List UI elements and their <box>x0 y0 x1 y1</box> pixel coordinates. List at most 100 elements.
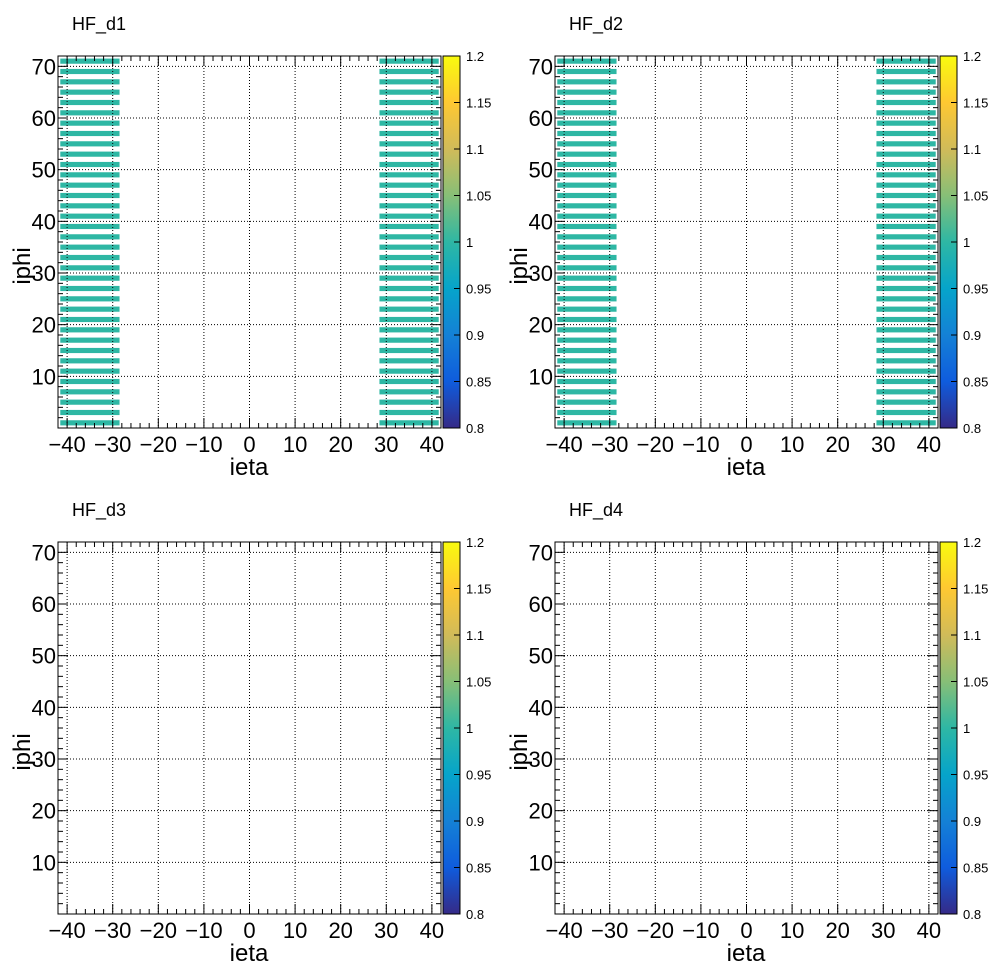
x-tick-label: −20 <box>140 432 177 457</box>
heatmap-cell <box>379 161 439 168</box>
y-tick-label: 50 <box>32 158 56 183</box>
color-bar-label: 0.9 <box>466 328 484 343</box>
heatmap-cell <box>876 306 936 312</box>
heatmap-cell <box>557 99 617 106</box>
heatmap-cell <box>876 89 936 95</box>
heatmap-cell <box>60 368 120 374</box>
y-tick-label: 10 <box>32 364 56 389</box>
y-tick-label: 40 <box>32 209 56 234</box>
color-bar-label: 0.9 <box>963 814 981 829</box>
heatmap-cell <box>557 120 617 126</box>
color-bar-label: 1.05 <box>466 189 491 204</box>
y-tick-label: 30 <box>32 747 56 772</box>
heatmap-cell <box>379 234 439 240</box>
heatmap-cell <box>60 327 120 333</box>
heatmap-cell <box>60 192 120 199</box>
color-bar-label: 1.1 <box>466 142 484 157</box>
heatmap-cell <box>60 234 120 240</box>
heatmap-cell <box>876 192 936 199</box>
heatmap-cell <box>60 151 120 157</box>
heatmap-cell <box>379 182 439 188</box>
heatmap-cell <box>379 213 439 219</box>
color-bar-label: 0.8 <box>466 421 484 436</box>
heatmap-cell <box>876 327 936 333</box>
x-axis-label: ieta <box>230 940 269 967</box>
color-bar-label: 1.15 <box>963 582 988 597</box>
heatmap-cell <box>876 120 936 126</box>
x-tick-label: 40 <box>420 918 444 943</box>
heatmap-cell <box>379 285 439 292</box>
heatmap-cell <box>557 130 617 137</box>
heatmap-cell <box>379 172 439 178</box>
heatmap-cell <box>379 368 439 374</box>
heatmap-cell <box>876 234 936 240</box>
color-bar-label: 1.1 <box>466 628 484 643</box>
heatmap-cell <box>60 223 120 230</box>
heatmap-cell <box>60 182 120 188</box>
x-tick-label: 20 <box>825 918 849 943</box>
x-tick-label: −30 <box>591 918 628 943</box>
heatmap-cell <box>379 420 439 426</box>
x-tick-label: 0 <box>740 918 752 943</box>
heatmap-cell <box>557 141 617 147</box>
heatmap-cell <box>557 79 617 85</box>
heatmap-cell <box>379 192 439 199</box>
x-tick-label: 30 <box>374 918 398 943</box>
heatmap-cell <box>557 327 617 333</box>
heatmap-cell <box>379 89 439 95</box>
heatmap-cell <box>60 306 120 312</box>
heatmap-cell <box>379 223 439 230</box>
y-axis-label: iphi <box>506 247 533 284</box>
heatmap-cell <box>876 420 936 426</box>
color-bar-label: 1.1 <box>963 628 981 643</box>
x-tick-label: 30 <box>871 918 895 943</box>
heatmap-cell <box>60 79 120 85</box>
color-bar-label: 1.2 <box>963 49 981 64</box>
x-tick-label: 10 <box>283 918 307 943</box>
x-axis-label: ieta <box>727 454 766 481</box>
heatmap-cell <box>876 79 936 85</box>
plot-frame <box>554 55 939 429</box>
y-tick-label: 50 <box>32 644 56 669</box>
y-tick-label: 60 <box>529 592 553 617</box>
heatmap-cell <box>379 358 439 364</box>
heatmap-cell <box>557 358 617 364</box>
heatmap-cell <box>557 296 617 302</box>
y-tick-label: 10 <box>32 850 56 875</box>
heatmap-cell <box>60 347 120 354</box>
heatmap-cell <box>876 58 936 64</box>
y-axis-label: iphi <box>9 247 36 284</box>
heatmap-cell <box>60 58 120 64</box>
heatmap-cell <box>557 234 617 240</box>
heatmap-cell <box>557 151 617 157</box>
x-tick-label: −20 <box>140 918 177 943</box>
y-axis-label: iphi <box>506 733 533 770</box>
y-tick-label: 20 <box>529 313 553 338</box>
heatmap-cell <box>876 358 936 364</box>
color-bar-label: 1.2 <box>466 535 484 550</box>
x-tick-label: −40 <box>545 918 582 943</box>
x-tick-label: 30 <box>374 432 398 457</box>
heatmap-cell <box>557 110 617 116</box>
y-tick-label: 50 <box>529 158 553 183</box>
heatmap-cell <box>379 254 439 261</box>
heatmap-cell <box>557 203 617 209</box>
color-bar-label: 1.2 <box>466 49 484 64</box>
x-tick-label: 0 <box>243 432 255 457</box>
heatmap-cell <box>60 120 120 126</box>
heatmap-cell <box>876 389 936 395</box>
heatmap-cell <box>557 161 617 168</box>
heatmap-cell <box>876 130 936 137</box>
x-tick-label: −10 <box>185 918 222 943</box>
heatmap-cell <box>60 265 120 271</box>
y-tick-label: 20 <box>32 799 56 824</box>
heatmap-cell <box>876 244 936 250</box>
panel-title: HF_d2 <box>569 14 623 35</box>
heatmap-cell <box>60 296 120 302</box>
y-tick-label: 30 <box>32 261 56 286</box>
y-tick-label: 30 <box>529 261 553 286</box>
heatmap-cell <box>379 151 439 157</box>
heatmap-cell <box>60 420 120 426</box>
panel-title: HF_d1 <box>72 14 126 35</box>
